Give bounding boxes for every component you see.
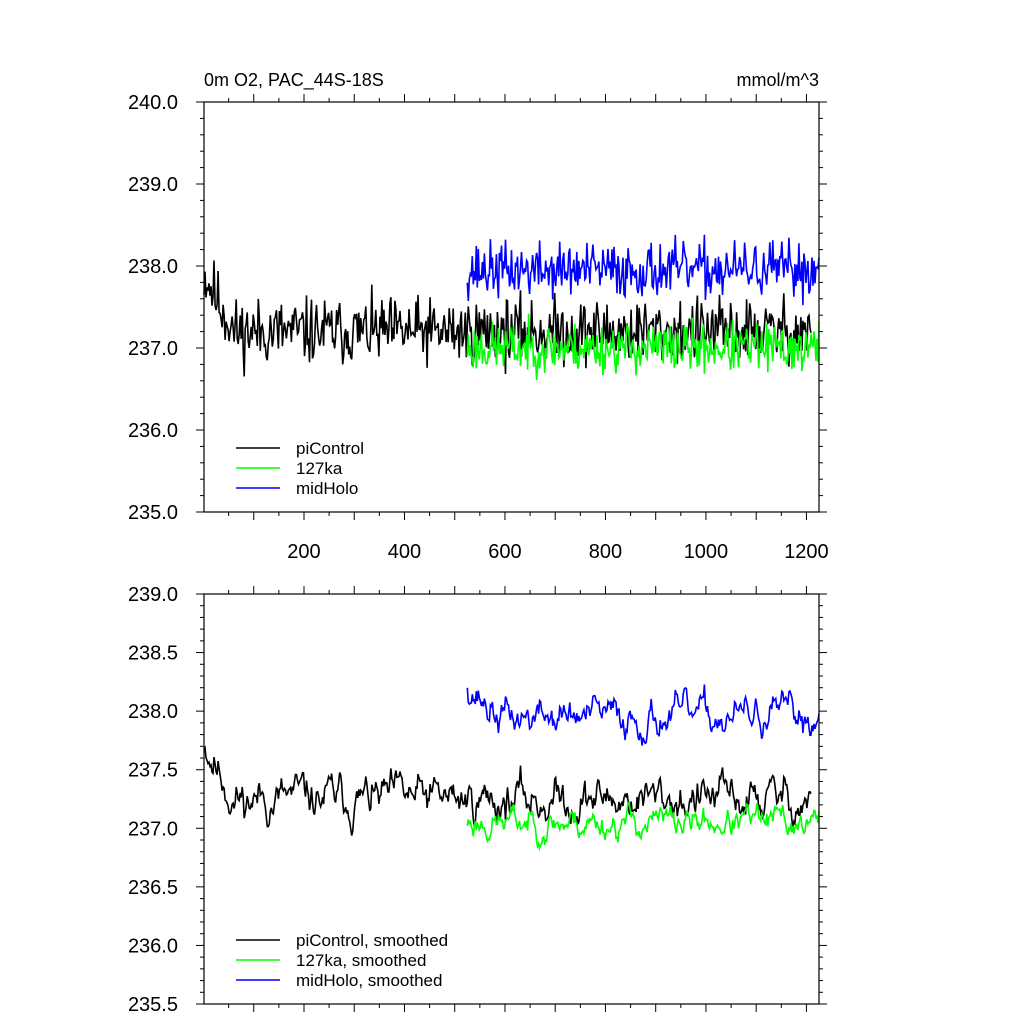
legend-label: 127ka xyxy=(296,459,343,478)
bottom-series-lines xyxy=(203,684,820,852)
bottom-ticks xyxy=(196,586,827,1012)
top-panel: 0m O2, PAC_44S-18S mmol/m^3 240.0 239.0 23… xyxy=(128,70,829,563)
x-tick-label: 800 xyxy=(589,541,622,563)
series-line-midholo xyxy=(466,234,820,306)
top-plot-frame xyxy=(203,101,820,513)
y-tick-label: 235.0 xyxy=(128,502,178,524)
top-y-tick-labels: 240.0 239.0 238.0 237.0 236.0 235.0 xyxy=(128,92,178,524)
x-tick-label: 1200 xyxy=(784,541,829,563)
y-tick-label: 239.0 xyxy=(128,584,178,606)
legend-label: piControl xyxy=(296,439,364,458)
x-tick-label: 400 xyxy=(388,541,421,563)
y-tick-label: 236.0 xyxy=(128,935,178,957)
legend-label: midHolo xyxy=(296,479,358,498)
y-tick-label: 238.0 xyxy=(128,256,178,278)
series-line-127ka-smoothed xyxy=(466,800,820,852)
bottom-y-tick-labels: 239.0 238.5 238.0 237.5 237.0 236.5 236.0 235.5 xyxy=(128,584,178,1016)
y-tick-label: 236.0 xyxy=(128,420,178,442)
legend-label: 127ka, smoothed xyxy=(296,951,426,970)
y-tick-label: 235.5 xyxy=(128,994,178,1016)
y-tick-label: 237.0 xyxy=(128,338,178,360)
series-line-picontrol-smoothed xyxy=(203,745,812,836)
top-panel-units: mmol/m^3 xyxy=(737,70,819,90)
y-tick-label: 237.0 xyxy=(128,818,178,840)
bottom-panel: 239.0 238.5 238.0 237.5 237.0 236.5 236.0 235.5… xyxy=(128,584,827,1016)
y-tick-label: 236.5 xyxy=(128,877,178,899)
top-series-lines xyxy=(203,234,820,381)
y-tick-label: 239.0 xyxy=(128,174,178,196)
bottom-plot-frame xyxy=(203,593,820,1005)
top-x-tick-labels: 200 400 600 800 1000 1200 xyxy=(287,541,828,563)
y-tick-label: 237.5 xyxy=(128,760,178,782)
top-panel-title: 0m O2, PAC_44S-18S xyxy=(204,70,384,91)
top-ticks xyxy=(196,94,827,520)
legend-label: piControl, smoothed xyxy=(296,931,448,950)
x-tick-label: 200 xyxy=(287,541,320,563)
y-tick-label: 238.0 xyxy=(128,701,178,723)
series-line-127ka xyxy=(466,313,820,381)
legend-label: midHolo, smoothed xyxy=(296,971,442,990)
x-tick-label: 1000 xyxy=(684,541,729,563)
series-line-midholo-smoothed xyxy=(466,684,820,746)
y-tick-label: 238.5 xyxy=(128,643,178,665)
x-tick-label: 600 xyxy=(488,541,521,563)
y-tick-label: 240.0 xyxy=(128,92,178,114)
